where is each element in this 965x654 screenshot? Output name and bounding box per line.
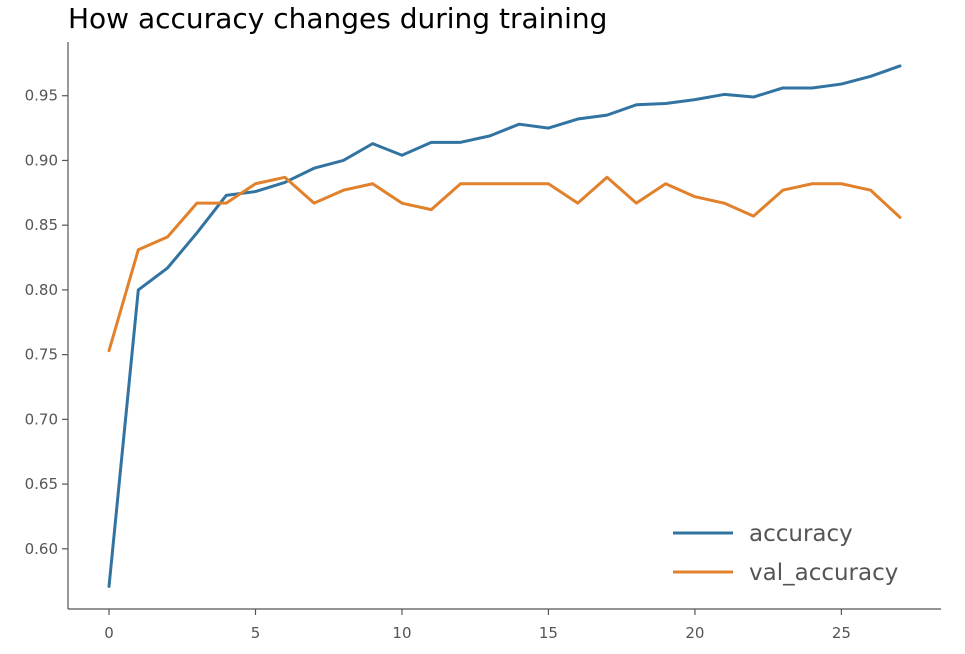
legend-label: accuracy (749, 521, 853, 547)
y-tick-label: 0.80 (25, 281, 58, 299)
y-tick-label: 0.85 (25, 216, 58, 234)
x-tick-label: 15 (539, 624, 558, 642)
y-tick-label: 0.75 (25, 346, 58, 364)
x-tick-label: 10 (392, 624, 411, 642)
x-tick-label: 5 (251, 624, 261, 642)
series-line-val-accuracy (107, 175, 902, 353)
x-tick-label: 20 (685, 624, 704, 642)
y-tick-label: 0.65 (25, 475, 58, 493)
legend: accuracy val_accuracy (673, 521, 898, 586)
x-tick-label: 0 (104, 624, 114, 642)
legend-label: val_accuracy (749, 560, 898, 586)
y-tick-label: 0.60 (25, 540, 58, 558)
series-group (107, 64, 902, 588)
y-tick-label: 0.95 (25, 87, 58, 105)
y-tick-label: 0.70 (25, 410, 58, 428)
chart-title: How accuracy changes during training (68, 2, 607, 35)
x-tick-label: 25 (832, 624, 851, 642)
axes: 0.60 0.65 0.70 0.75 0.80 0.85 0.90 0.95 0 5 10 15 20… (25, 42, 941, 642)
y-tick-label: 0.90 (25, 151, 58, 169)
series-line-accuracy (107, 64, 902, 588)
